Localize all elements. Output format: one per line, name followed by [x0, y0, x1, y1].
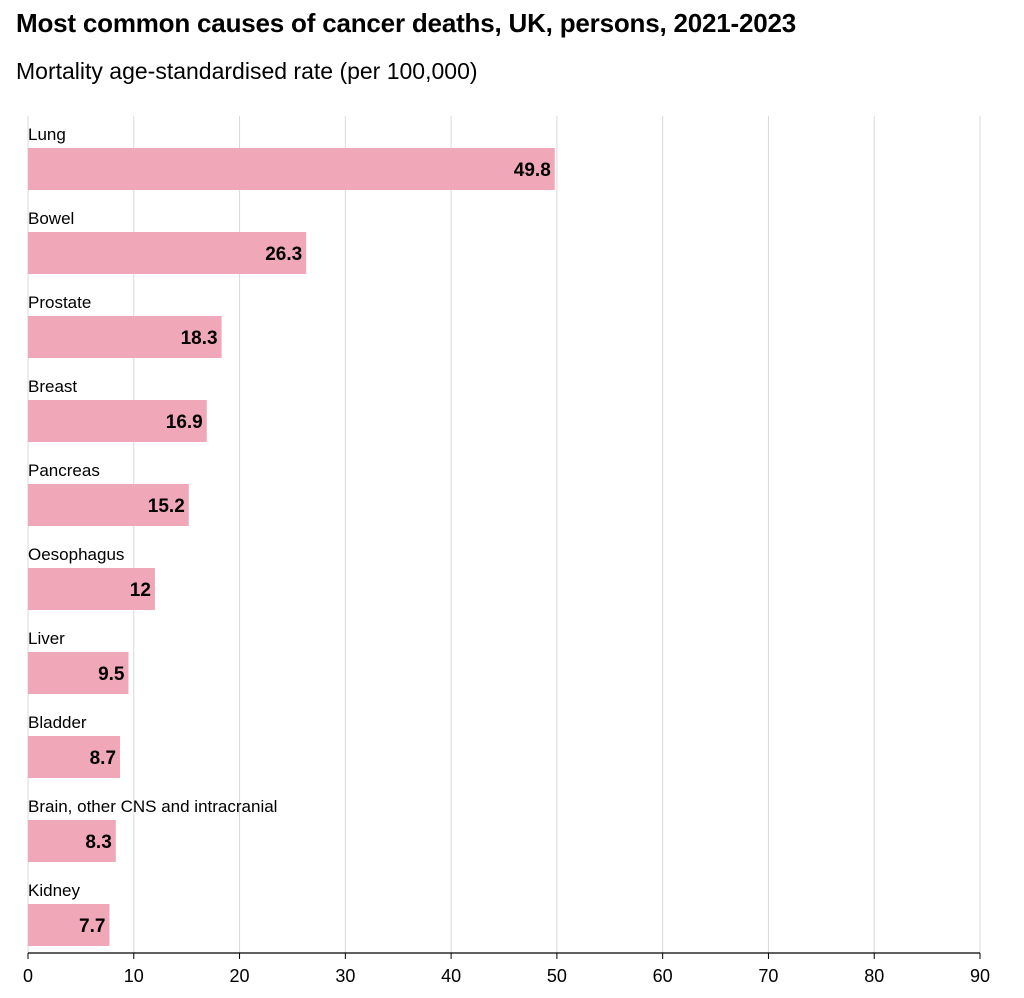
x-tick-label: 50: [547, 966, 567, 986]
gridlines: [27, 116, 981, 953]
bar-value-label: 15.2: [148, 496, 185, 517]
bars: Lung 49.8 Bowel 26.3 Prostate 18.3 Breast 16.9 P…: [28, 125, 555, 946]
bar: [28, 232, 307, 274]
category-label: Bowel: [28, 209, 74, 228]
bar: [28, 652, 129, 694]
x-tick-label: 0: [23, 966, 33, 986]
category-label: Breast: [28, 377, 77, 396]
category-label: Liver: [28, 629, 65, 648]
x-tick-label: 70: [758, 966, 778, 986]
category-label: Pancreas: [28, 461, 100, 480]
bar-value-label: 12: [130, 580, 151, 601]
x-tick-label: 30: [335, 966, 355, 986]
chart-subtitle: Mortality age-standardised rate (per 100…: [16, 58, 478, 84]
x-axis: 0 10 20 30 40 50 60 70 80 90: [23, 952, 990, 986]
chart-title: Most common causes of cancer deaths, UK,…: [16, 8, 797, 38]
bar-value-label: 8.7: [90, 748, 116, 769]
bar-value-label: 16.9: [166, 412, 203, 433]
bar-value-label: 26.3: [265, 244, 302, 265]
x-tick-label: 80: [864, 966, 884, 986]
category-label: Oesophagus: [28, 545, 124, 564]
category-label: Bladder: [28, 713, 87, 732]
bar-value-label: 18.3: [181, 328, 218, 349]
category-label: Prostate: [28, 293, 91, 312]
bar: [28, 736, 121, 778]
bar: [28, 484, 189, 526]
bar-value-label: 7.7: [79, 916, 105, 937]
bar-value-label: 9.5: [98, 664, 125, 685]
bar: [28, 316, 222, 358]
bar-value-label: 49.8: [514, 160, 551, 181]
bar: [28, 568, 155, 610]
x-tick-label: 90: [970, 966, 990, 986]
x-tick-label: 20: [230, 966, 250, 986]
bar-value-label: 8.3: [85, 832, 111, 853]
x-tick-label: 10: [124, 966, 144, 986]
x-tick-label: 40: [441, 966, 461, 986]
bar: [28, 904, 110, 946]
category-label: Brain, other CNS and intracranial: [28, 797, 277, 816]
bar: [28, 820, 116, 862]
bar: [28, 148, 555, 190]
bar: [28, 400, 207, 442]
category-label: Lung: [28, 125, 66, 144]
category-label: Kidney: [28, 881, 80, 900]
x-tick-label: 60: [653, 966, 673, 986]
